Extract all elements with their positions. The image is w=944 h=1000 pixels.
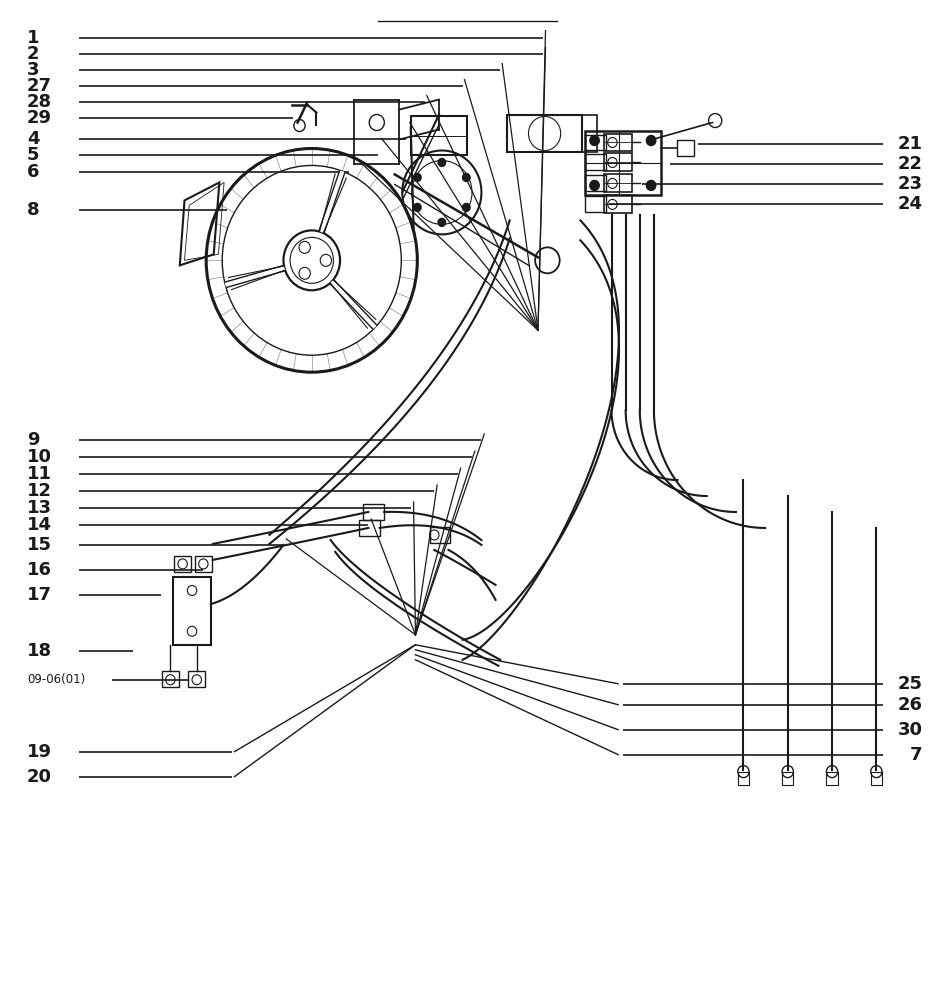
Text: 25: 25 xyxy=(898,675,922,693)
Text: 30: 30 xyxy=(898,721,922,739)
Bar xyxy=(411,116,467,155)
Text: 29: 29 xyxy=(27,109,52,127)
Bar xyxy=(604,134,632,151)
Circle shape xyxy=(590,180,599,190)
Circle shape xyxy=(463,203,470,211)
Bar xyxy=(585,154,606,170)
Text: 6: 6 xyxy=(27,163,40,181)
Bar xyxy=(783,772,793,785)
Text: 2: 2 xyxy=(27,45,40,63)
Bar xyxy=(585,131,661,195)
Text: 27: 27 xyxy=(27,77,52,95)
Text: 19: 19 xyxy=(27,743,52,761)
Bar xyxy=(173,577,211,645)
Text: 9: 9 xyxy=(27,431,40,449)
Text: 24: 24 xyxy=(898,195,922,213)
Text: 15: 15 xyxy=(27,536,52,554)
Text: 7: 7 xyxy=(910,746,922,764)
Circle shape xyxy=(647,136,656,145)
Bar xyxy=(188,671,205,687)
Circle shape xyxy=(590,136,599,145)
Text: 8: 8 xyxy=(27,201,40,219)
Bar xyxy=(585,196,606,212)
Bar xyxy=(430,527,450,543)
Circle shape xyxy=(647,180,656,190)
Text: 13: 13 xyxy=(27,499,52,517)
Bar xyxy=(582,115,598,152)
Text: 17: 17 xyxy=(27,586,52,604)
Bar xyxy=(359,520,379,536)
Bar xyxy=(194,556,211,572)
Bar xyxy=(738,772,750,785)
Text: 26: 26 xyxy=(898,696,922,714)
Bar xyxy=(604,174,632,192)
Bar xyxy=(826,772,837,785)
Text: 21: 21 xyxy=(898,135,922,153)
Circle shape xyxy=(463,173,470,181)
Text: 22: 22 xyxy=(898,155,922,173)
Text: 3: 3 xyxy=(27,61,40,79)
Text: 14: 14 xyxy=(27,516,52,534)
Text: 16: 16 xyxy=(27,561,52,579)
Text: 09-06(01): 09-06(01) xyxy=(27,673,85,686)
Bar xyxy=(585,135,606,150)
Bar xyxy=(161,671,178,687)
Text: 5: 5 xyxy=(27,146,40,164)
Bar xyxy=(604,195,632,213)
Text: 23: 23 xyxy=(898,175,922,193)
Circle shape xyxy=(438,158,446,166)
Text: 18: 18 xyxy=(27,642,52,660)
Bar xyxy=(678,140,695,156)
Text: 1: 1 xyxy=(27,29,40,47)
Bar xyxy=(870,772,882,785)
Circle shape xyxy=(413,203,421,211)
Text: 12: 12 xyxy=(27,482,52,500)
Text: 10: 10 xyxy=(27,448,52,466)
Bar xyxy=(585,175,606,191)
Circle shape xyxy=(413,173,421,181)
Bar xyxy=(174,556,191,572)
Text: 11: 11 xyxy=(27,465,52,483)
Bar xyxy=(604,153,632,171)
Circle shape xyxy=(438,218,446,226)
Text: 28: 28 xyxy=(27,93,52,111)
Bar xyxy=(507,115,582,152)
Text: 20: 20 xyxy=(27,768,52,786)
Bar xyxy=(363,504,384,520)
Text: 4: 4 xyxy=(27,130,40,148)
